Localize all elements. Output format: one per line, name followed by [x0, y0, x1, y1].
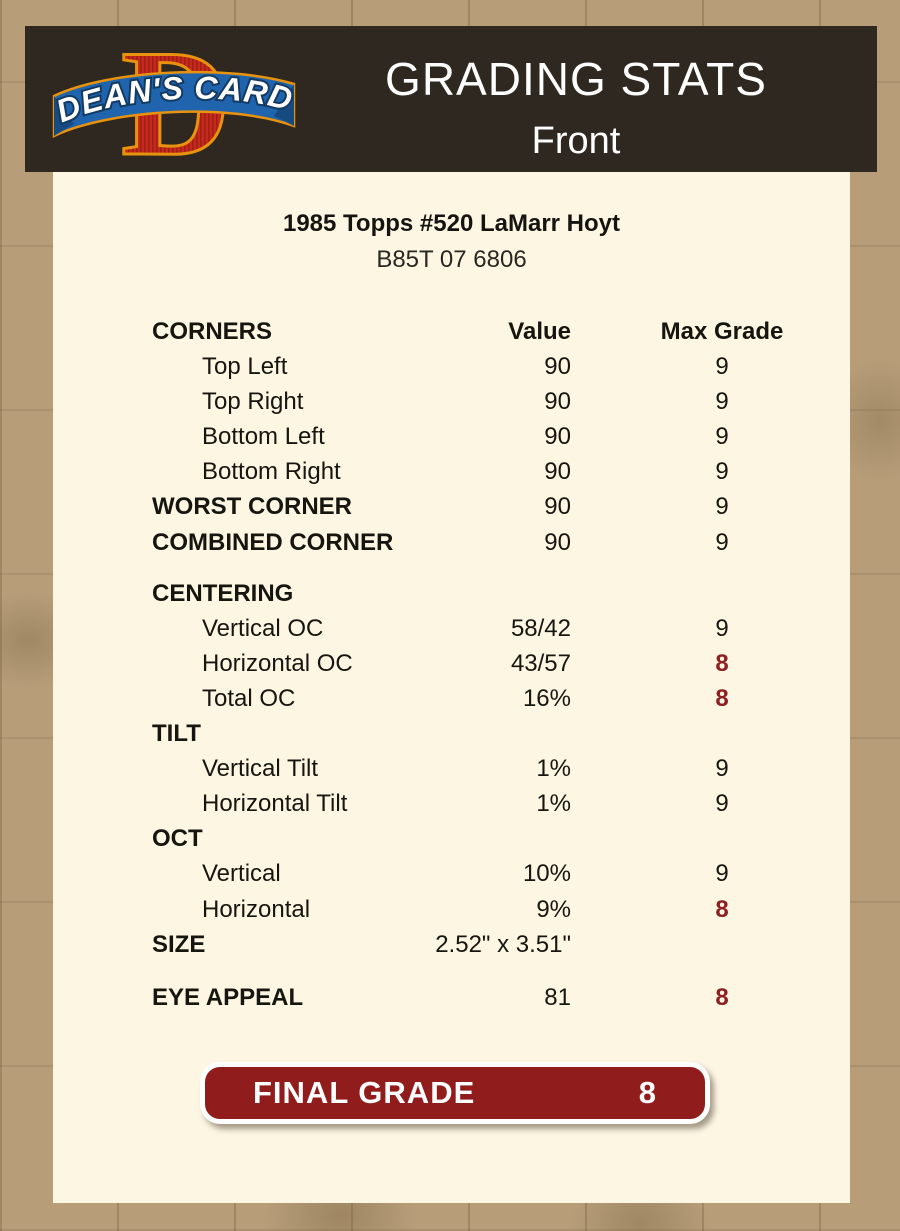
table-row: Total OC 16% 8	[145, 681, 789, 716]
row-label: Horizontal OC	[202, 649, 353, 677]
row-value: 2.52" x 3.51"	[435, 930, 571, 958]
table-row: Horizontal OC 43/57 8	[145, 646, 789, 681]
row-label: Vertical Tilt	[202, 755, 319, 783]
row-max-grade: 9	[715, 493, 729, 521]
row-max-grade: 9	[715, 614, 729, 642]
row-label: SIZE	[152, 930, 206, 958]
table-column-header-row: CORNERS Value Max Grade	[145, 314, 789, 349]
row-value: 90	[544, 458, 571, 486]
table-row: Bottom Right 90 9	[145, 454, 789, 489]
row-label: EYE APPEAL	[152, 983, 304, 1011]
row-max-grade: 8	[715, 684, 729, 712]
table-row: WORST CORNER 90 9	[145, 489, 789, 524]
row-value: 43/57	[510, 649, 571, 677]
row-max-grade: 8	[715, 895, 729, 923]
row-label: WORST CORNER	[152, 493, 352, 521]
row-label: COMBINED CORNER	[152, 528, 394, 556]
table-row: Vertical 10% 9	[145, 856, 789, 891]
row-value: 90	[544, 528, 571, 556]
row-label: TILT	[152, 720, 201, 748]
row-label: Vertical	[202, 860, 281, 888]
column-header-value: Value	[508, 318, 571, 345]
row-value: 58/42	[510, 614, 571, 642]
row-max-grade: 9	[715, 458, 729, 486]
card-title: 1985 Topps #520 LaMarr Hoyt	[282, 210, 621, 237]
card-serial-number: B85T 07 6806	[376, 246, 527, 273]
table-row: Vertical Tilt 1% 9	[145, 751, 789, 786]
row-max-grade: 9	[715, 353, 729, 381]
row-max-grade: 9	[715, 790, 729, 818]
table-row: TILT	[145, 716, 789, 751]
page-title: GRADING STATS	[385, 53, 767, 105]
row-max-grade: 8	[715, 983, 729, 1011]
grading-table: CORNERS Value Max Grade Top Left 90 9 Top R…	[145, 314, 789, 1015]
row-label: Top Left	[202, 353, 288, 381]
final-grade-button[interactable]: FINAL GRADE 8	[200, 1062, 710, 1124]
row-max-grade: 9	[715, 388, 729, 416]
row-label: Horizontal	[202, 895, 311, 923]
table-row: Top Right 90 9	[145, 384, 789, 419]
row-max-grade: 9	[715, 528, 729, 556]
table-row: Bottom Left 90 9	[145, 419, 789, 454]
table-row: Vertical OC 58/42 9	[145, 611, 789, 646]
row-label: Bottom Left	[202, 423, 325, 451]
row-value: 9%	[536, 895, 571, 923]
row-label: OCT	[152, 825, 203, 853]
table-row: EYE APPEAL 81 8	[145, 980, 789, 1015]
final-grade-label: FINAL GRADE	[253, 1075, 476, 1110]
row-max-grade: 9	[715, 860, 729, 888]
row-value: 90	[544, 388, 571, 416]
row-value: 1%	[536, 790, 571, 818]
row-value: 90	[544, 423, 571, 451]
row-value: 81	[544, 983, 571, 1011]
table-row: CENTERING	[145, 576, 789, 611]
column-header-max-grade: Max Grade	[660, 318, 784, 345]
row-label: Top Right	[202, 388, 304, 416]
page-subtitle: Front	[531, 120, 621, 162]
table-row: Top Left 90 9	[145, 349, 789, 384]
table-row: OCT	[145, 821, 789, 856]
row-label: Bottom Right	[202, 458, 341, 486]
report-panel	[53, 26, 850, 1203]
row-label: CENTERING	[152, 579, 294, 607]
table-row: Horizontal 9% 8	[145, 892, 789, 927]
row-value: 90	[544, 353, 571, 381]
row-value: 1%	[536, 755, 571, 783]
row-value: 16%	[522, 684, 571, 712]
header-banner: D DEAN'S CARDS GRADING STATS Front	[25, 26, 877, 172]
row-value: 10%	[522, 860, 571, 888]
final-grade-value: 8	[638, 1075, 657, 1110]
row-max-grade: 9	[715, 755, 729, 783]
deans-cards-logo: D DEAN'S CARDS	[48, 32, 298, 168]
row-label: Vertical OC	[202, 614, 324, 642]
table-row: COMBINED CORNER 90 9	[145, 525, 789, 560]
row-value: 90	[544, 493, 571, 521]
table-row: Horizontal Tilt 1% 9	[145, 786, 789, 821]
table-row: SIZE 2.52" x 3.51"	[145, 927, 789, 962]
row-max-grade: 8	[715, 649, 729, 677]
row-max-grade: 9	[715, 423, 729, 451]
row-label: Total OC	[202, 684, 296, 712]
column-header-corners: CORNERS	[152, 318, 273, 345]
row-label: Horizontal Tilt	[202, 790, 348, 818]
